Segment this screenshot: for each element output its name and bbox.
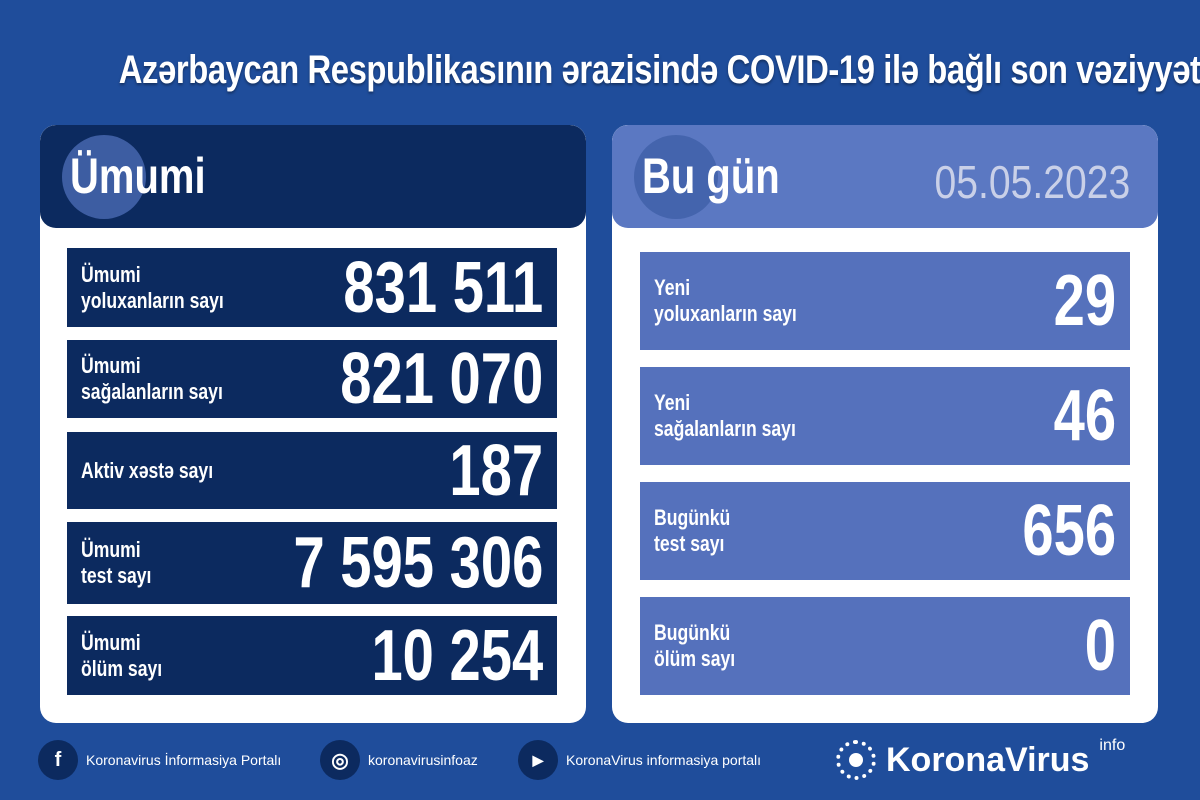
virus-icon [62, 135, 146, 219]
logo-sup: info [1099, 737, 1126, 754]
total-heading: Ümumi [70, 148, 206, 204]
stat-value: 656 [1022, 491, 1116, 571]
youtube-icon: ▶ [518, 740, 558, 780]
instagram-link[interactable]: ◎ koronavirusinfoaz [320, 740, 478, 780]
stat-row: Ümumi ölüm sayı 10 254 [67, 615, 557, 696]
total-header: Ümumi [40, 125, 586, 228]
stat-value: 187 [449, 430, 543, 511]
stat-label: Ümumi test sayı [81, 537, 152, 588]
stat-value: 10 254 [371, 615, 543, 696]
stat-row: Yeni sağalanların sayı 46 [640, 367, 1130, 465]
stat-value: 7 595 306 [293, 523, 543, 603]
page-title: Azərbaycan Respublikasının ərazisində CO… [118, 48, 1200, 92]
stat-value: 831 511 [343, 247, 543, 328]
stat-label: Bugünkü test sayı [654, 505, 731, 556]
koronavirus-logo: KoronaVirus info [836, 737, 1126, 780]
stat-label: Ümumi yoluxanların sayı [81, 261, 224, 313]
facebook-icon: f [38, 740, 78, 780]
stat-label: Yeni yoluxanların sayı [654, 275, 797, 326]
stat-label: Ümumi ölüm sayı [81, 629, 163, 681]
stat-row: Bugünkü ölüm sayı 0 [640, 597, 1130, 695]
virus-icon [634, 135, 718, 219]
date: 05.05.2023 [934, 156, 1130, 208]
stat-row: Yeni yoluxanların sayı 29 [640, 252, 1130, 350]
stat-label: Bugünkü ölüm sayı [654, 620, 736, 671]
footer: f Koronavirus İnformasiya Portalı ◎ koro… [0, 737, 1200, 790]
youtube-label: KoronaVirus informasiya portalı [566, 752, 762, 768]
logo-text: KoronaVirus [886, 740, 1090, 779]
stat-row: Ümumi test sayı 7 595 306 [67, 522, 557, 604]
stat-row: Ümumi sağalanların sayı 821 070 [67, 339, 557, 419]
stat-row: Ümumi yoluxanların sayı 831 511 [67, 247, 557, 328]
stat-value: 821 070 [339, 339, 543, 419]
stat-value: 0 [1084, 606, 1116, 686]
today-heading: Bu gün [642, 148, 780, 204]
sun-icon [836, 740, 876, 780]
total-panel: Ümumi Ümumi yoluxanların sayı 831 511 Ümumi… [40, 125, 586, 723]
stat-label: Aktiv xəstə sayı [81, 457, 214, 483]
youtube-link[interactable]: ▶ KoronaVirus informasiya portalı [518, 740, 761, 780]
stat-value: 29 [1053, 261, 1116, 341]
stat-label: Yeni sağalanların sayı [654, 390, 796, 441]
facebook-label: Koronavirus İnformasiya Portalı [86, 752, 282, 768]
stat-label: Ümumi sağalanların sayı [81, 353, 223, 404]
stat-row: Aktiv xəstə sayı 187 [67, 430, 557, 511]
instagram-label: koronavirusinfoaz [368, 752, 478, 768]
stat-value: 46 [1053, 376, 1116, 456]
stat-row: Bugünkü test sayı 656 [640, 482, 1130, 580]
facebook-link[interactable]: f Koronavirus İnformasiya Portalı [38, 740, 281, 780]
today-header: Bu gün 05.05.2023 [612, 125, 1158, 228]
instagram-icon: ◎ [320, 740, 360, 780]
today-panel: Bu gün 05.05.2023 Yeni yoluxanların sayı 2… [612, 125, 1158, 723]
